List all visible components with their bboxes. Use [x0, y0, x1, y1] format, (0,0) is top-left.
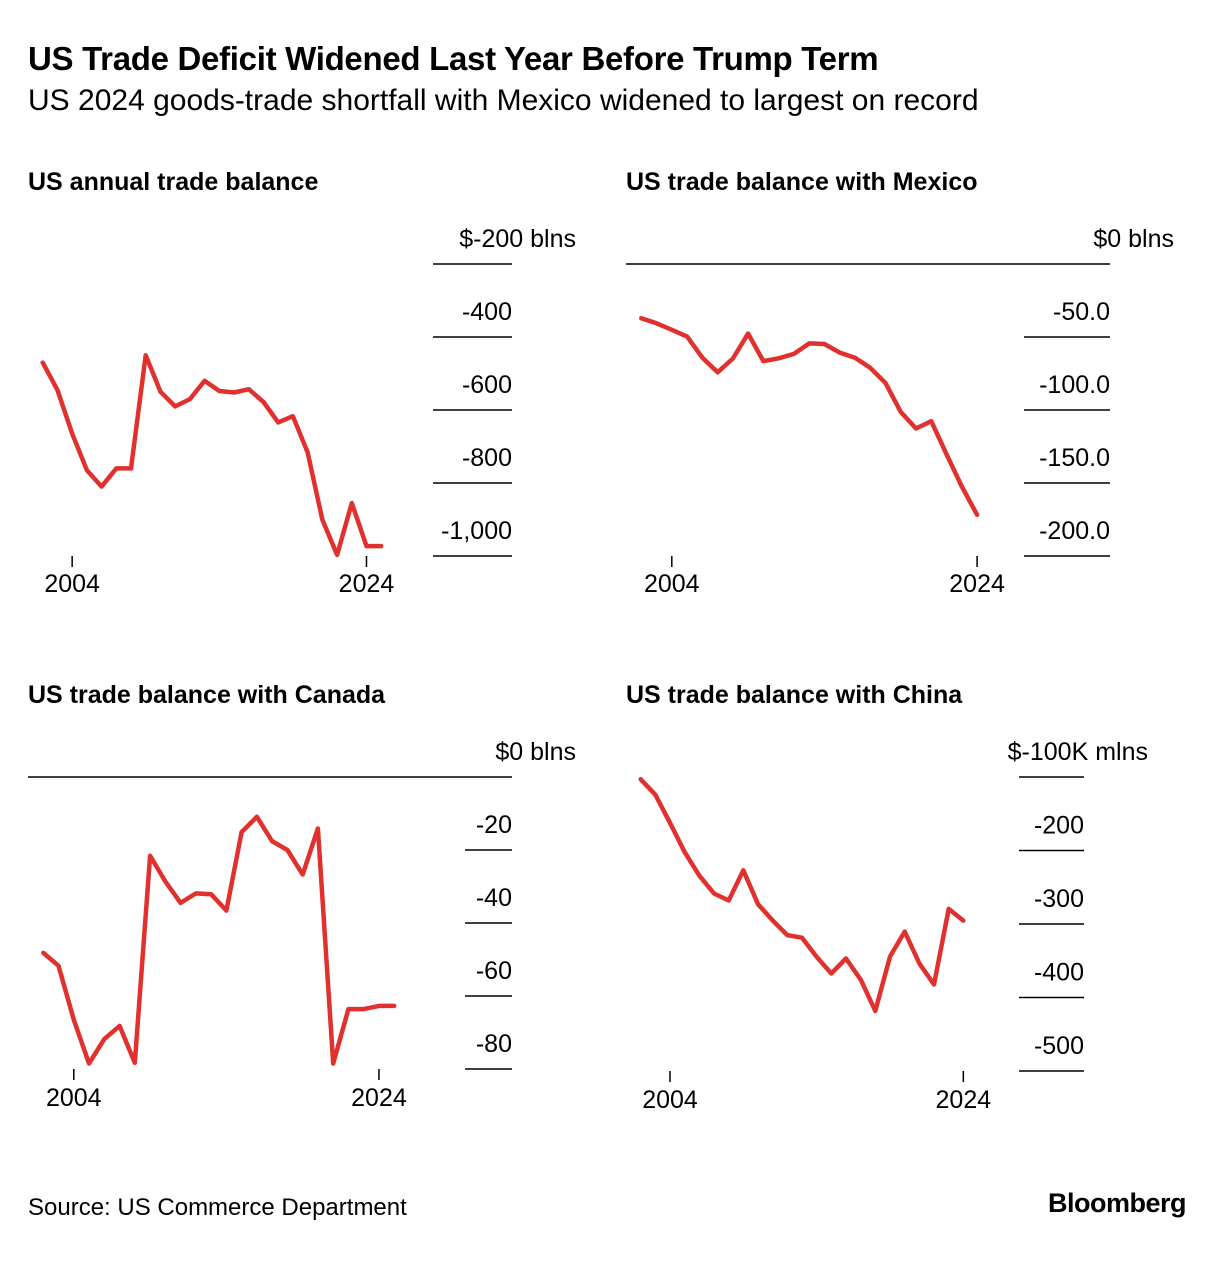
panel-title-china: US trade balance with China: [626, 681, 963, 709]
canada-xtick-label-0: 2004: [46, 1084, 102, 1112]
panel-title-mexico: US trade balance with Mexico: [626, 168, 978, 196]
mexico-ytick-label-0: $0 blns: [1093, 225, 1174, 253]
annual-ytick-label-3: -800: [462, 444, 512, 472]
china-xtick-label-0: 2004: [642, 1086, 698, 1114]
canada-ytick-label-0: $0 blns: [495, 738, 576, 766]
china-series-line: [638, 777, 966, 1014]
canada-ytick-label-3: -60: [476, 957, 512, 985]
mexico-ytick-label-3: -150.0: [1039, 444, 1110, 472]
china-xtick-label-1: 2024: [936, 1086, 992, 1114]
annual-ytick-label-2: -600: [462, 371, 512, 399]
chart-title: US Trade Deficit Widened Last Year Befor…: [28, 40, 879, 77]
canada-ytick-label-4: -80: [476, 1030, 512, 1058]
china-ytick-label-0: $-100K mlns: [1008, 738, 1148, 766]
canada-series-line: [41, 814, 397, 1066]
mexico-ytick-label-4: -200.0: [1039, 517, 1110, 545]
mexico-xtick-label-1: 2024: [949, 570, 1005, 598]
mexico-series-line: [639, 315, 980, 518]
china-ytick-label-3: -400: [1034, 959, 1084, 987]
panel-title-canada: US trade balance with Canada: [28, 681, 386, 709]
mexico-ytick-label-1: -50.0: [1053, 298, 1110, 326]
source-note: Source: US Commerce Department: [28, 1194, 407, 1221]
china-ytick-label-4: -500: [1034, 1032, 1084, 1060]
canada-xtick-label-1: 2024: [351, 1084, 407, 1112]
panel-title-annual: US annual trade balance: [28, 168, 319, 196]
annual-ytick-label-0: $-200 blns: [459, 225, 576, 253]
bloomberg-logo: Bloomberg: [1047, 1188, 1187, 1218]
china-ytick-label-2: -300: [1034, 885, 1084, 913]
mexico-ytick-label-2: -100.0: [1039, 371, 1110, 399]
annual-ytick-label-4: -1,000: [441, 517, 512, 545]
annual-ytick-label-1: -400: [462, 298, 512, 326]
canada-ytick-label-2: -40: [476, 884, 512, 912]
chart-subtitle: US 2024 goods-trade shortfall with Mexic…: [28, 84, 979, 117]
annual-series-line: [40, 353, 384, 558]
mexico-xtick-label-0: 2004: [644, 570, 700, 598]
canada-ytick-label-1: -20: [476, 811, 512, 839]
annual-xtick-label-1: 2024: [339, 570, 395, 598]
annual-xtick-label-0: 2004: [44, 570, 100, 598]
china-ytick-label-1: -200: [1034, 812, 1084, 840]
